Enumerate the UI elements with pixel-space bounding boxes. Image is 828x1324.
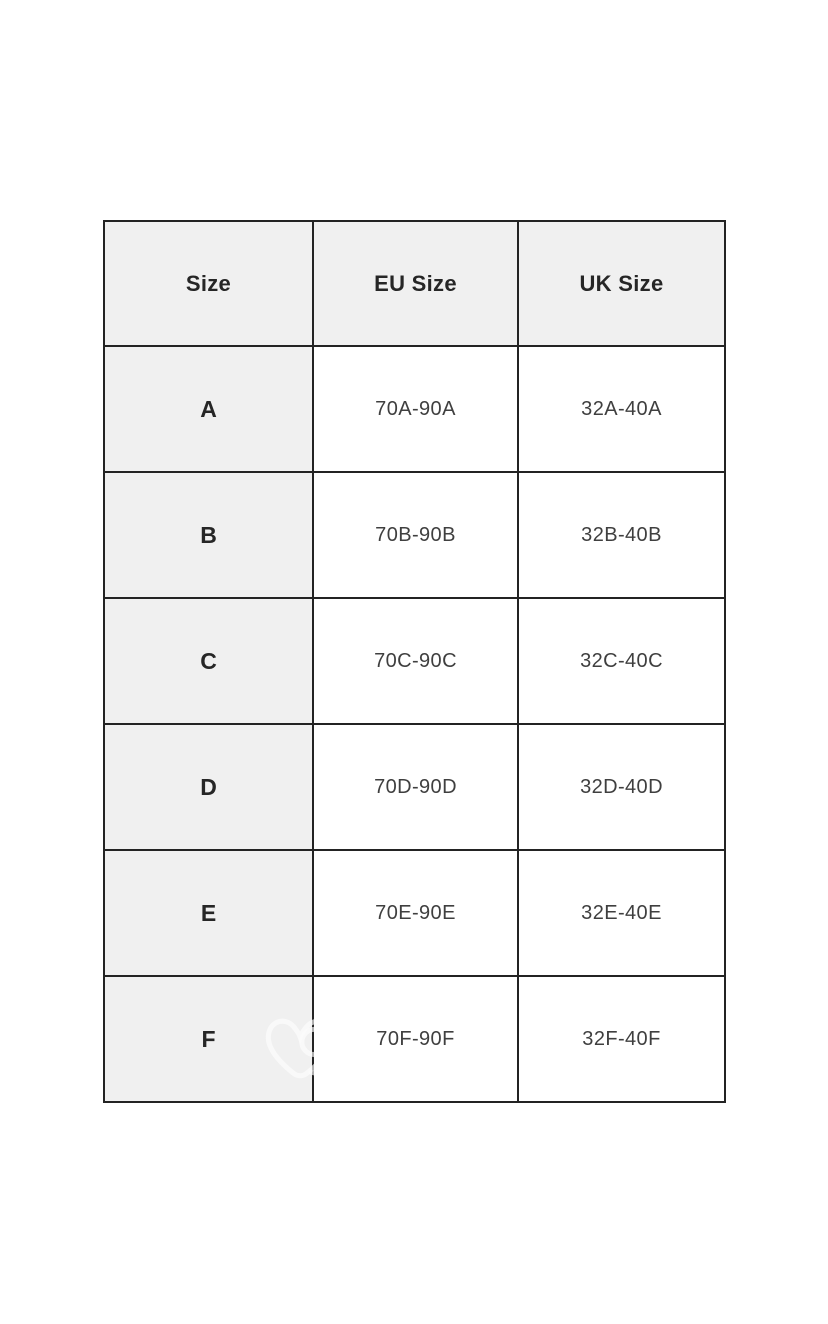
header-cell-uk-size: UK Size <box>517 220 726 347</box>
table-row: E 70E-90E 32E-40E <box>103 849 726 977</box>
size-cell: B <box>103 471 314 599</box>
size-cell: C <box>103 597 314 725</box>
uk-size-cell: 32E-40E <box>517 849 726 977</box>
eu-size-cell: 70D-90D <box>312 723 519 851</box>
table-row: D 70D-90D 32D-40D <box>103 723 726 851</box>
table-row: F 70F-90F 32F-40F <box>103 975 726 1103</box>
header-cell-eu-size: EU Size <box>312 220 519 347</box>
uk-size-cell: 32B-40B <box>517 471 726 599</box>
size-cell: A <box>103 345 314 473</box>
size-cell: F <box>103 975 314 1103</box>
table-row: A 70A-90A 32A-40A <box>103 345 726 473</box>
eu-size-cell: 70B-90B <box>312 471 519 599</box>
eu-size-cell: 70C-90C <box>312 597 519 725</box>
uk-size-cell: 32A-40A <box>517 345 726 473</box>
table-row: C 70C-90C 32C-40C <box>103 597 726 725</box>
size-cell: E <box>103 849 314 977</box>
header-row: Size EU Size UK Size <box>103 220 726 347</box>
size-chart-table: Size EU Size UK Size A 70A-90A 32A-40A B… <box>103 220 726 1103</box>
uk-size-cell: 32F-40F <box>517 975 726 1103</box>
header-cell-size: Size <box>103 220 314 347</box>
uk-size-cell: 32C-40C <box>517 597 726 725</box>
eu-size-cell: 70F-90F <box>312 975 519 1103</box>
eu-size-cell: 70E-90E <box>312 849 519 977</box>
eu-size-cell: 70A-90A <box>312 345 519 473</box>
size-cell: D <box>103 723 314 851</box>
uk-size-cell: 32D-40D <box>517 723 726 851</box>
table-row: B 70B-90B 32B-40B <box>103 471 726 599</box>
